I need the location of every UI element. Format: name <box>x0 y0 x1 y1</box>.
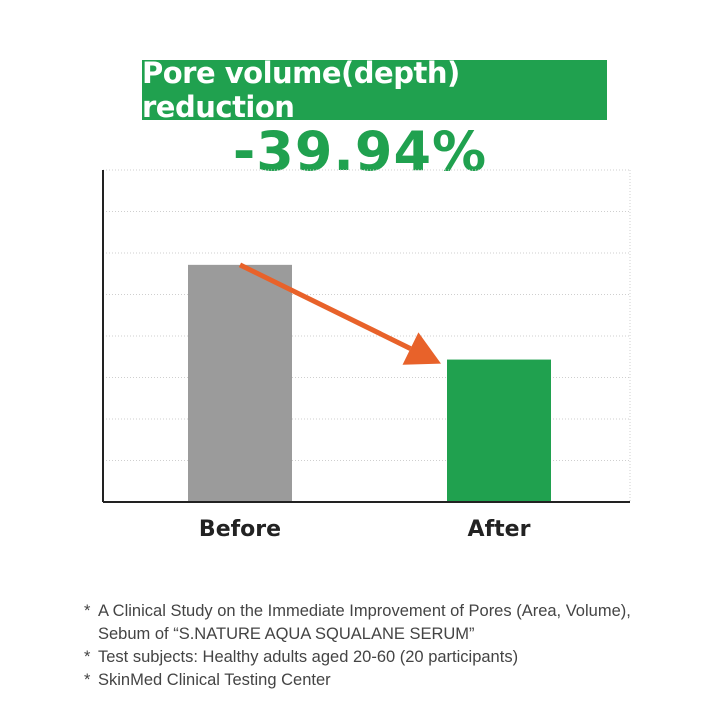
footnote-text: A Clinical Study on the Immediate Improv… <box>98 602 631 620</box>
chart-title: Pore volume(depth) reduction <box>142 56 607 124</box>
bar-chart: Before After <box>102 169 631 542</box>
footnote-marker: * <box>84 648 91 666</box>
trend-arrow-shaft <box>238 262 412 351</box>
footnote-study: * A Clinical Study on the Immediate Impr… <box>84 600 704 646</box>
footnote-text: SkinMed Clinical Testing Center <box>98 671 331 689</box>
footnote-marker: * <box>84 671 91 689</box>
footnote-text-continued: Sebum of “S.NATURE AQUA SQUALANE SERUM” <box>98 625 475 643</box>
footnotes: * A Clinical Study on the Immediate Impr… <box>84 600 704 692</box>
footnote-center: * SkinMed Clinical Testing Center <box>84 669 704 692</box>
bar-after <box>447 359 551 502</box>
bar-before <box>188 264 292 502</box>
trend-arrow-head <box>402 332 441 365</box>
footnote-text: Test subjects: Healthy adults aged 20-60… <box>98 648 519 666</box>
reduction-percentage: -39.94% <box>232 120 488 183</box>
category-label-after: After <box>468 517 531 542</box>
footnote-marker: * <box>84 602 91 620</box>
category-label-before: Before <box>199 517 281 542</box>
footnote-subjects: * Test subjects: Healthy adults aged 20-… <box>84 646 704 669</box>
